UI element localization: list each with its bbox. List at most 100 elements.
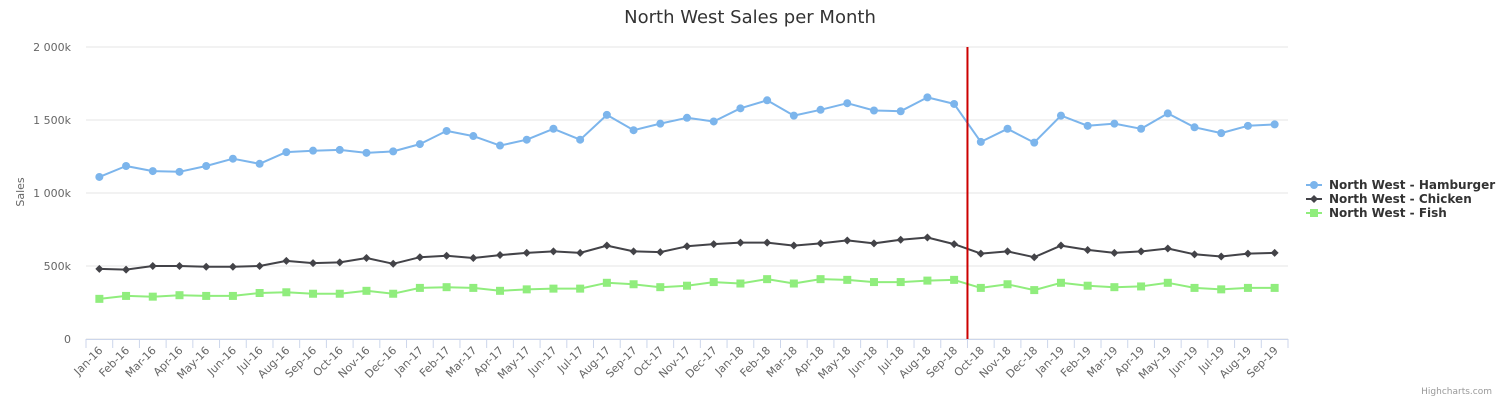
data-point: [469, 283, 478, 292]
data-point: [1030, 286, 1039, 295]
data-point: [709, 278, 718, 287]
data-point: [736, 238, 745, 247]
data-point: [576, 135, 585, 144]
data-point: [602, 278, 611, 287]
data-point: [1163, 278, 1172, 287]
data-point: [175, 291, 184, 300]
y-tick-label: 0: [64, 333, 71, 346]
data-point: [1137, 282, 1146, 291]
x-axis: Jan-16Feb-16Mar-16Apr-16May-16Jun-16Jul-…: [71, 339, 1289, 382]
data-point: [602, 241, 611, 250]
data-point: [255, 262, 264, 270]
data-point: [362, 148, 371, 157]
data-point: [1003, 124, 1012, 133]
data-point: [122, 265, 131, 274]
legend-marker: [1310, 181, 1318, 189]
data-point: [1030, 253, 1039, 262]
data-point: [1270, 283, 1279, 292]
data-point: [923, 276, 932, 285]
x-tick-label: Jun-16: [204, 344, 239, 379]
data-point: [95, 294, 104, 303]
data-point: [95, 264, 104, 273]
data-point: [843, 236, 852, 245]
legend-item-label: North West - Fish: [1329, 206, 1447, 220]
data-point: [202, 262, 211, 271]
data-point: [202, 291, 211, 300]
data-point: [576, 248, 585, 257]
data-point: [950, 99, 959, 108]
data-point: [763, 238, 772, 247]
data-point: [1217, 129, 1226, 138]
data-point: [362, 253, 371, 262]
series-group: [95, 93, 1279, 303]
data-point: [843, 275, 852, 284]
data-point: [309, 289, 318, 298]
data-point: [1137, 247, 1146, 256]
data-point: [950, 275, 959, 284]
data-point: [763, 275, 772, 284]
data-point: [148, 167, 157, 176]
data-point: [576, 284, 585, 293]
data-point: [683, 113, 691, 122]
data-point: [335, 145, 344, 154]
data-point: [1190, 123, 1199, 132]
data-point: [228, 262, 237, 271]
data-point: [736, 279, 745, 288]
data-point: [1270, 248, 1279, 257]
data-point: [843, 99, 852, 108]
legend-marker: [1310, 195, 1318, 203]
data-point: [469, 132, 478, 141]
data-point: [789, 111, 798, 120]
data-point: [1030, 138, 1039, 147]
data-point: [1190, 283, 1199, 292]
y-tick-label: 1 500k: [33, 114, 71, 127]
data-point: [496, 286, 505, 295]
data-point: [496, 141, 505, 150]
data-point: [789, 279, 798, 288]
data-point: [282, 256, 291, 265]
data-point: [442, 283, 451, 292]
data-point: [1110, 283, 1119, 292]
data-point: [1243, 249, 1252, 258]
data-point: [629, 280, 638, 289]
data-point: [1003, 280, 1012, 289]
data-point: [1056, 278, 1065, 287]
data-point: [976, 249, 985, 258]
data-point: [228, 154, 237, 163]
data-point: [469, 253, 478, 262]
data-point: [1190, 250, 1199, 259]
data-point: [869, 239, 878, 248]
data-point: [976, 137, 985, 146]
data-point: [656, 119, 665, 128]
y-tick-label: 2 000k: [33, 41, 71, 54]
data-point: [442, 251, 451, 260]
series-line: [99, 96, 1275, 178]
data-point: [709, 240, 718, 249]
data-point: [389, 289, 398, 298]
data-point: [1270, 120, 1279, 129]
data-point: [896, 107, 905, 116]
data-point: [1056, 241, 1065, 250]
data-point: [950, 240, 959, 249]
data-point: [1083, 281, 1092, 290]
chart-title: North West Sales per Month: [624, 7, 876, 28]
data-point: [763, 96, 772, 105]
data-point: [629, 247, 638, 256]
data-point: [683, 281, 691, 290]
data-point: [309, 146, 318, 155]
y-tick-label: 1 000k: [33, 187, 71, 200]
data-point: [1243, 283, 1252, 292]
data-point: [896, 235, 905, 244]
data-point: [175, 262, 184, 270]
data-point: [1137, 124, 1146, 133]
credits-text[interactable]: Highcharts.com: [1421, 387, 1492, 397]
data-point: [816, 275, 825, 284]
data-point: [656, 248, 665, 257]
data-point: [923, 233, 932, 242]
data-point: [1083, 121, 1092, 130]
data-point: [496, 251, 505, 260]
x-tick-label: Jun-17: [525, 344, 560, 379]
x-tick-label: Jun-19: [1166, 344, 1201, 379]
